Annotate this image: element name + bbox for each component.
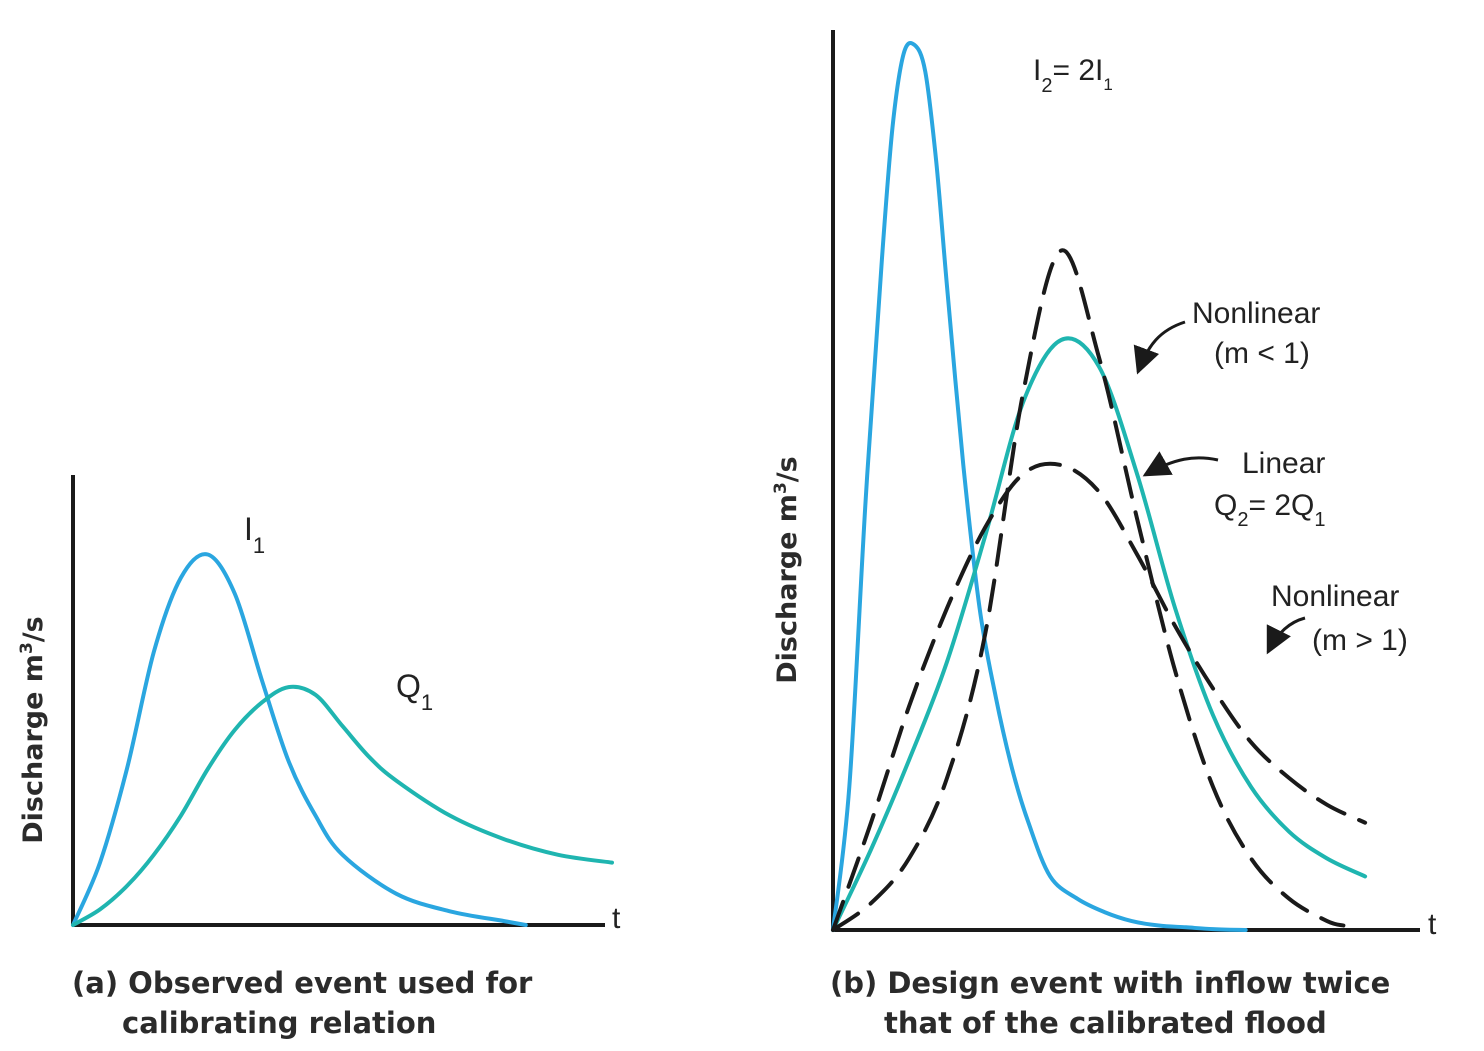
- series-label-i2: I2= 2I1: [1033, 54, 1113, 97]
- panel-b-series-line-3: [831, 461, 1368, 932]
- panel-b-series: [831, 40, 1368, 932]
- panel-a-series: [71, 552, 614, 927]
- label-nonlinear-m-gt-1-line2: (m > 1): [1312, 624, 1408, 657]
- arrow-nonlinear-m-gt-1: [1266, 616, 1306, 655]
- panel-b-series-line-1: [831, 336, 1368, 932]
- panel-a-caption-line1: (a) Observed event used for: [72, 966, 533, 1000]
- panel-a-series-line-1: [71, 684, 614, 927]
- panel-b-series-line-2: [831, 248, 1346, 932]
- panel-b-series-line-0: [831, 40, 1248, 932]
- panel-b-x-label: t: [1428, 908, 1437, 941]
- panel-a-y-label: Discharge m3/s: [17, 616, 49, 843]
- panel-a-caption-line2: calibrating relation: [122, 1006, 436, 1040]
- label-nonlinear-m-lt-1-line2: (m < 1): [1214, 337, 1310, 370]
- label-linear-line2: Q2= 2Q1: [1214, 489, 1325, 531]
- arrow-linear: [1142, 451, 1219, 477]
- label-linear-line1: Linear: [1242, 447, 1325, 480]
- label-nonlinear-m-gt-1-line1: Nonlinear: [1271, 580, 1399, 613]
- panel-a-x-label: t: [612, 902, 621, 935]
- panel-b-caption-line2: that of the calibrated flood: [884, 1006, 1327, 1040]
- panel-a: t Discharge m3/s I1 Q1 (a) Observed even…: [17, 475, 621, 1040]
- panel-b-caption-line1: (b) Design event with inflow twice: [830, 966, 1390, 1000]
- label-nonlinear-m-lt-1-line1: Nonlinear: [1192, 297, 1320, 330]
- panel-b: t Discharge m3/s I2= 2I1 Nonlinear (m < …: [771, 30, 1437, 1040]
- panel-a-series-line-0: [71, 552, 528, 927]
- series-label-q1: Q1: [396, 668, 433, 715]
- arrow-nonlinear-m-lt-1: [1133, 320, 1186, 375]
- panel-b-y-label: Discharge m3/s: [771, 456, 803, 683]
- series-label-i1: I1: [244, 511, 265, 558]
